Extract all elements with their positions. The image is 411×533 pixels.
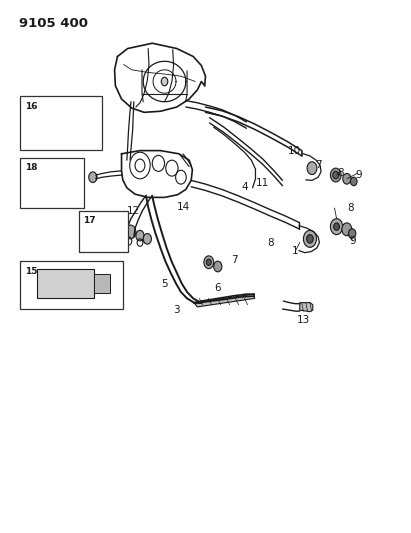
Text: 3: 3: [173, 305, 180, 315]
Text: 6: 6: [215, 283, 221, 293]
Polygon shape: [300, 303, 313, 312]
Circle shape: [206, 259, 211, 265]
Bar: [21, 261, 123, 309]
Circle shape: [342, 223, 352, 236]
Bar: [37, 269, 94, 298]
Text: 9: 9: [356, 170, 363, 180]
Text: 7: 7: [315, 160, 321, 171]
Circle shape: [307, 235, 313, 243]
Polygon shape: [194, 294, 255, 307]
Text: 8: 8: [348, 203, 354, 213]
Text: 18: 18: [25, 163, 38, 172]
Circle shape: [161, 77, 168, 86]
Text: 7: 7: [231, 255, 238, 265]
Text: 16: 16: [25, 102, 38, 111]
Text: 8: 8: [268, 238, 275, 247]
Bar: [21, 96, 102, 150]
Bar: [21, 158, 84, 208]
Circle shape: [89, 172, 97, 182]
Circle shape: [334, 223, 339, 230]
Text: 15: 15: [25, 266, 38, 276]
Text: 8: 8: [337, 168, 344, 179]
Circle shape: [349, 229, 356, 238]
Text: 13: 13: [297, 314, 310, 325]
Circle shape: [303, 230, 316, 247]
Circle shape: [330, 219, 343, 235]
Circle shape: [125, 225, 136, 239]
Text: 9105 400: 9105 400: [19, 17, 88, 30]
Text: 12: 12: [127, 206, 141, 216]
Circle shape: [351, 177, 357, 185]
Circle shape: [204, 256, 214, 269]
Circle shape: [343, 173, 351, 184]
Text: 17: 17: [83, 216, 96, 225]
Circle shape: [307, 162, 317, 174]
Text: 2: 2: [94, 229, 100, 239]
Text: 14: 14: [176, 202, 189, 212]
Bar: [94, 274, 111, 293]
Circle shape: [330, 168, 341, 182]
Circle shape: [333, 171, 339, 179]
Circle shape: [143, 233, 151, 244]
Text: 4: 4: [241, 182, 248, 192]
Circle shape: [214, 261, 222, 272]
Text: 10: 10: [288, 146, 301, 156]
Text: 9: 9: [350, 236, 356, 246]
Bar: [79, 211, 128, 252]
Text: 11: 11: [256, 177, 270, 188]
Circle shape: [136, 230, 144, 241]
Text: 5: 5: [161, 279, 168, 288]
Text: 1: 1: [292, 246, 299, 255]
